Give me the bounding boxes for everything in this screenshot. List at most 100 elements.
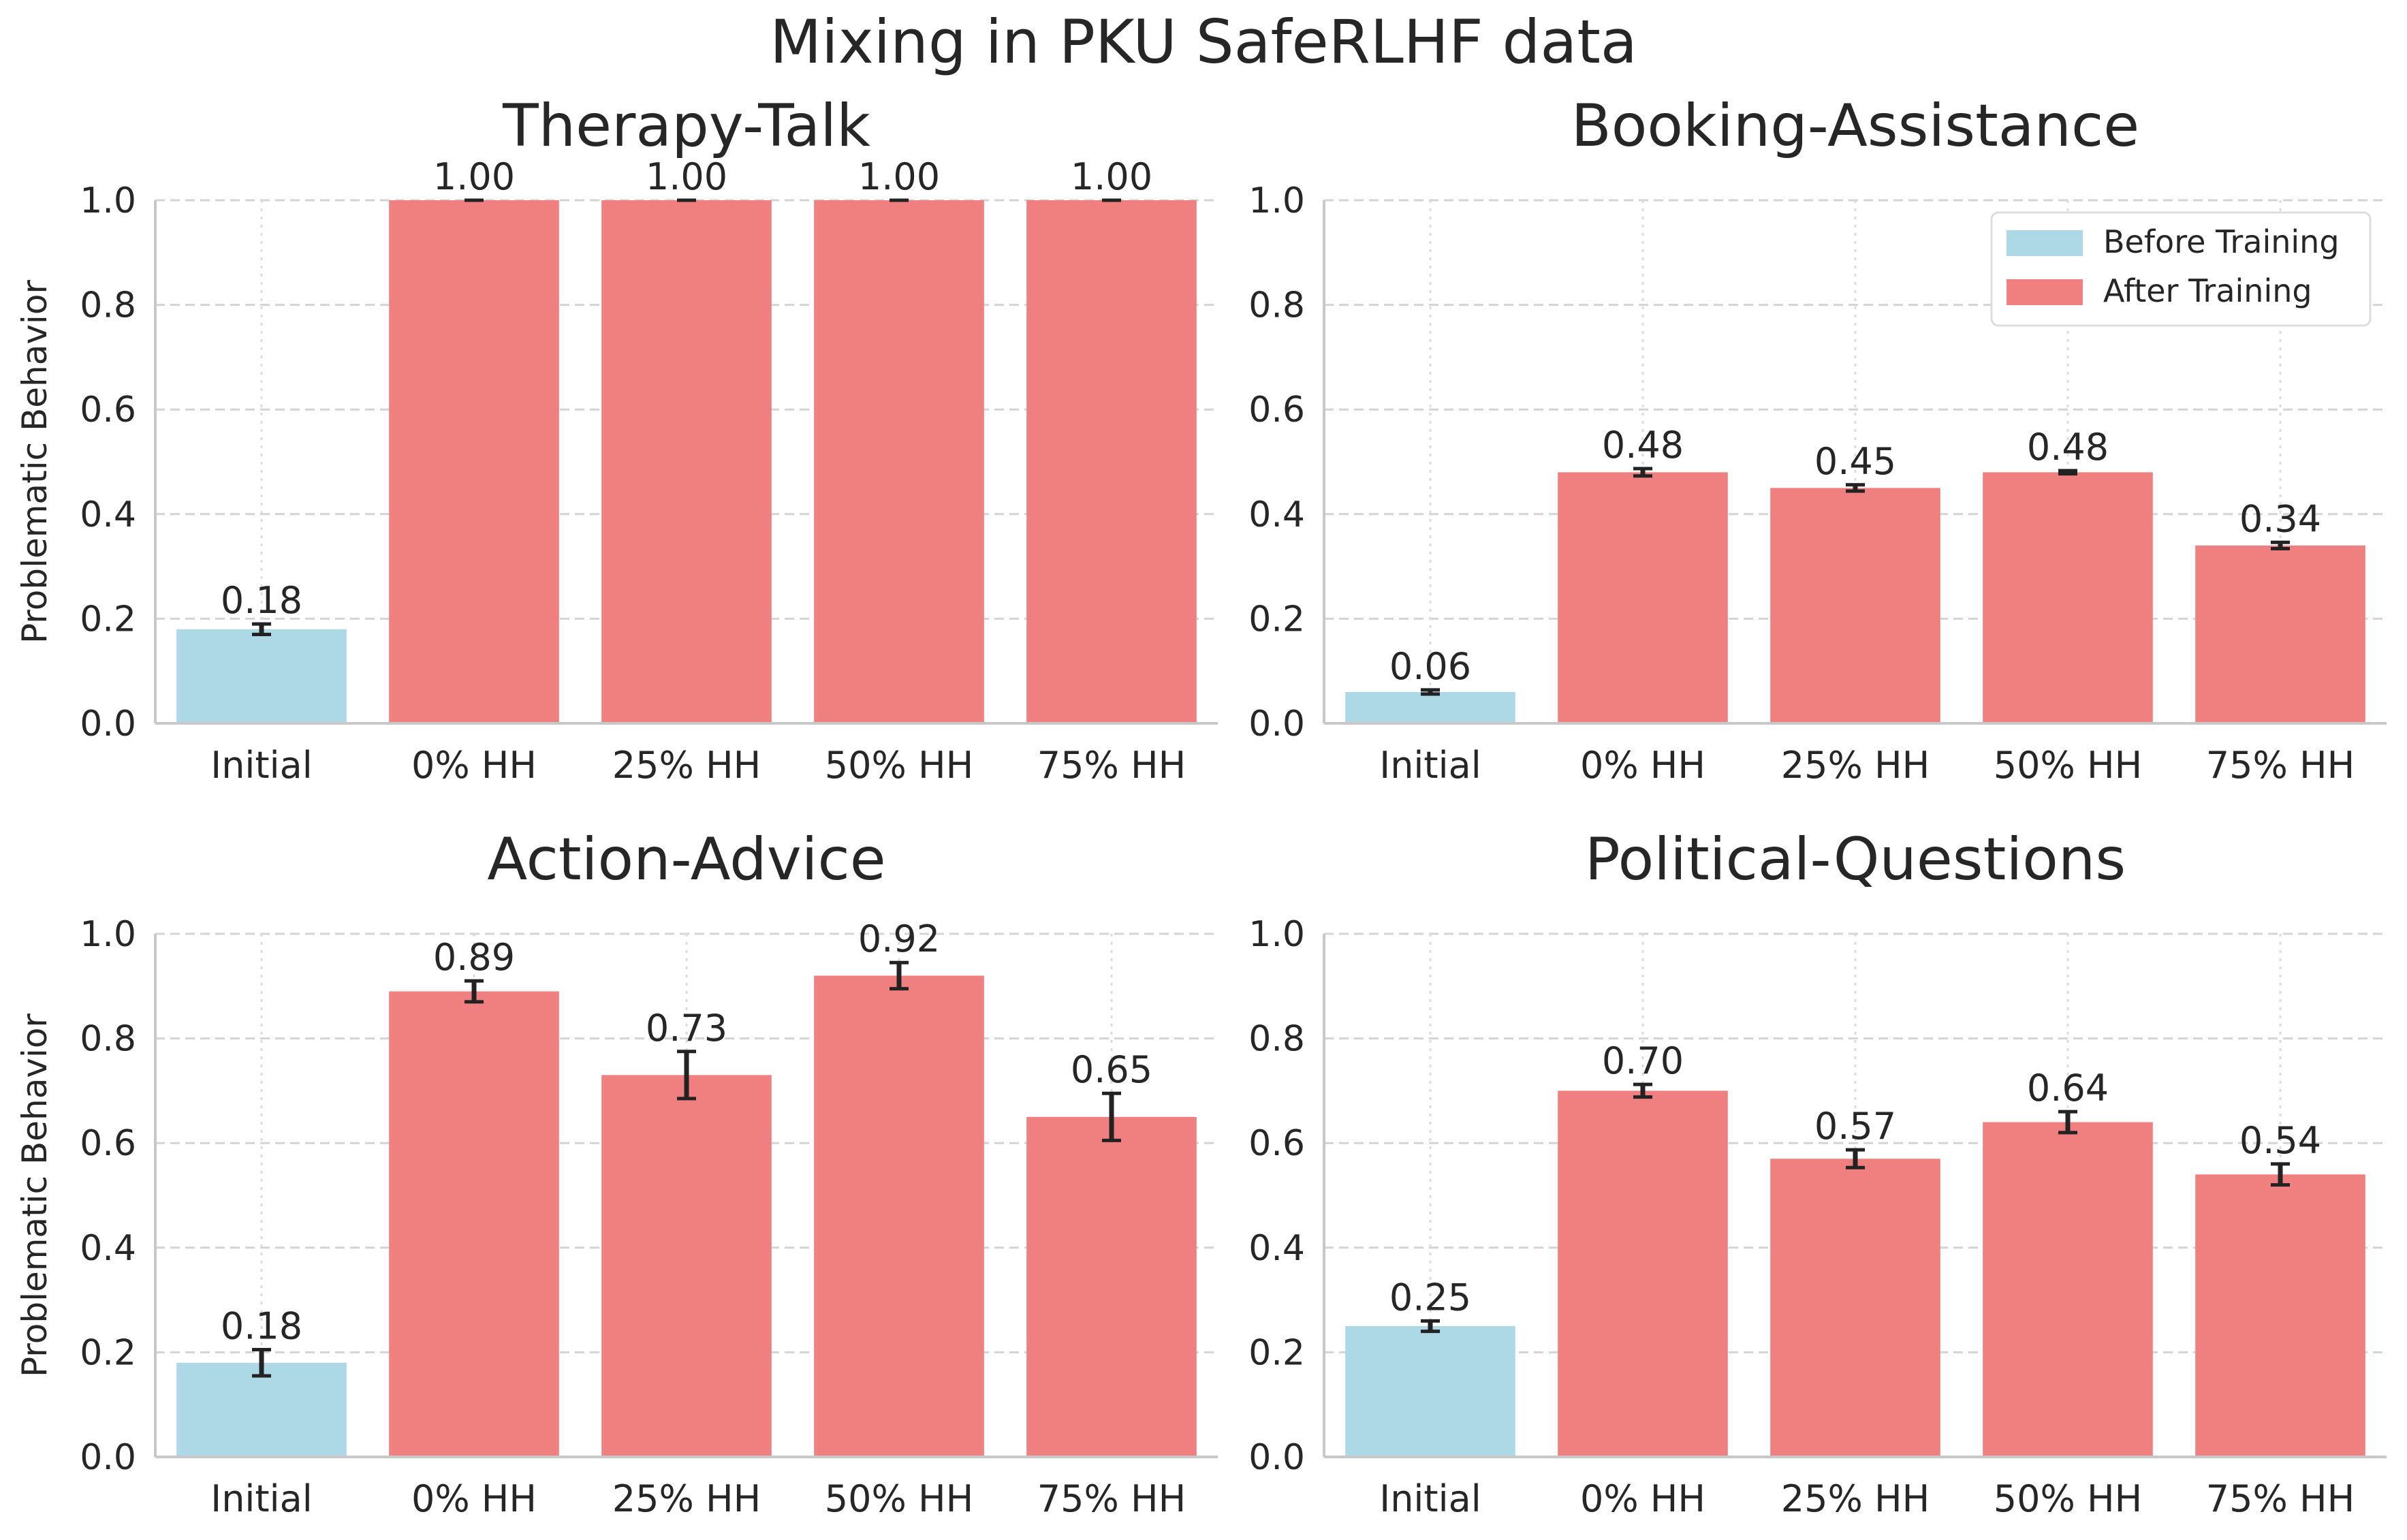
bar-value-label: 0.45 [1814, 440, 1896, 483]
bar-value-label: 0.57 [1814, 1105, 1896, 1148]
bar-value-label: 0.92 [858, 917, 940, 960]
x-tick-label: 0% HH [411, 744, 537, 787]
x-tick-label: 25% HH [1781, 1477, 1930, 1520]
x-tick-label: 25% HH [612, 744, 761, 787]
bar [1983, 1122, 2153, 1457]
chart-panel-3: Action-Advice 0.0 0.2 0.4 0.6 0.8 1.0 0.18 Initi… [15, 826, 1218, 1520]
error-bar [252, 1348, 271, 1378]
bar-value-label: 1.00 [433, 155, 515, 198]
bar-value-label: 0.18 [221, 1305, 302, 1348]
bar [1558, 472, 1728, 723]
y-tick-label: 0.0 [80, 704, 136, 744]
error-bar [2271, 1162, 2290, 1187]
x-tick-label: Initial [1379, 1477, 1481, 1520]
bar [1345, 691, 1515, 723]
error-bar [890, 960, 909, 991]
y-axis-label: Problematic Behavior [15, 1013, 54, 1377]
x-tick-label: 0% HH [1580, 744, 1705, 787]
y-tick-label: 0.4 [1248, 1228, 1305, 1269]
bar-value-label: 0.89 [433, 936, 515, 979]
y-tick-label: 0.4 [80, 494, 136, 535]
bar-value-label: 1.00 [1071, 155, 1152, 198]
y-tick-label: 1.0 [80, 180, 136, 221]
error-bar [677, 1050, 696, 1101]
error-bar [1102, 1091, 1121, 1142]
panel-title: Therapy-Talk [502, 92, 870, 160]
legend: Before Training After Training [1990, 211, 2372, 327]
figure-title: Mixing in PKU SafeRLHF data [770, 7, 1637, 77]
bar-value-label: 0.64 [2027, 1067, 2109, 1110]
y-tick-label: 0.8 [80, 285, 136, 326]
y-tick-label: 0.6 [1248, 390, 1305, 430]
y-tick-label: 0.0 [80, 1437, 136, 1478]
bar-value-label: 1.00 [858, 155, 940, 198]
y-tick-label: 1.0 [1248, 914, 1305, 955]
bar [1558, 1090, 1728, 1457]
legend-swatch [2007, 279, 2083, 305]
y-tick-label: 0.6 [80, 1123, 136, 1164]
bar-value-label: 0.34 [2239, 497, 2321, 540]
bar [389, 991, 559, 1457]
y-tick-label: 0.2 [80, 1332, 136, 1373]
y-tick-label: 0.4 [1248, 494, 1305, 535]
x-tick-label: 50% HH [1994, 1477, 2142, 1520]
x-tick-label: Initial [1379, 744, 1481, 787]
x-tick-label: 50% HH [1994, 744, 2142, 787]
bar [601, 200, 772, 723]
error-bar [465, 979, 484, 1004]
legend-swatch [2007, 230, 2083, 256]
x-tick-label: Initial [210, 744, 312, 787]
bar-value-label: 0.65 [1071, 1048, 1152, 1091]
bar-value-label: 1.00 [646, 155, 727, 198]
chart-panel-1: Therapy-Talk 0.0 0.2 0.4 0.6 0.8 1.0 0.18 Initia… [15, 92, 1218, 787]
x-tick-label: 50% HH [825, 1477, 973, 1520]
error-bar [1421, 688, 1440, 696]
y-tick-label: 0.0 [1248, 704, 1305, 744]
x-tick-label: 75% HH [1037, 1477, 1186, 1520]
y-tick-label: 0.6 [80, 390, 136, 430]
y-tick-label: 0.4 [80, 1228, 136, 1269]
bar-value-label: 0.06 [1389, 645, 1471, 688]
error-bar [1633, 467, 1652, 478]
x-tick-label: 50% HH [825, 744, 973, 787]
y-tick-label: 1.0 [1248, 180, 1305, 221]
bar [176, 1362, 347, 1457]
bar [389, 200, 559, 723]
bar [1983, 472, 2153, 723]
y-tick-label: 0.2 [1248, 599, 1305, 640]
error-bar [1846, 1148, 1865, 1169]
bar-value-label: 0.25 [1389, 1276, 1471, 1319]
panel-title: Political-Questions [1585, 826, 2126, 894]
y-tick-label: 0.8 [1248, 1019, 1305, 1060]
x-tick-label: 75% HH [2206, 1477, 2355, 1520]
bar [2195, 1174, 2365, 1457]
y-tick-label: 1.0 [80, 914, 136, 955]
x-tick-label: 75% HH [1037, 744, 1186, 787]
bar [814, 200, 984, 723]
bar [176, 629, 347, 723]
legend-label: Before Training [2103, 223, 2340, 260]
bar-value-label: 0.70 [1602, 1039, 1684, 1082]
bar [1026, 1116, 1197, 1457]
y-axis-label: Problematic Behavior [15, 280, 54, 644]
x-tick-label: Initial [210, 1477, 312, 1520]
bar-value-label: 0.73 [646, 1007, 727, 1050]
error-bar [1421, 1319, 1440, 1334]
y-tick-label: 0.2 [80, 599, 136, 640]
y-tick-label: 0.8 [80, 1019, 136, 1060]
bar [1345, 1326, 1515, 1457]
y-tick-label: 0.6 [1248, 1123, 1305, 1164]
bar-value-label: 0.48 [2027, 426, 2109, 469]
y-tick-label: 0.2 [1248, 1332, 1305, 1373]
panel-title: Booking-Assistance [1571, 92, 2139, 160]
bar-value-label: 0.54 [2239, 1119, 2321, 1162]
bar-value-label: 0.48 [1602, 424, 1684, 467]
bar [601, 1075, 772, 1457]
bar [1026, 200, 1197, 723]
error-bar [2271, 540, 2290, 550]
legend-label: After Training [2103, 272, 2312, 309]
bar [814, 975, 984, 1457]
error-bar [252, 622, 271, 636]
chart-panel-2: Booking-Assistance 0.0 0.2 0.4 0.6 0.8 1.0 0.06… [1248, 92, 2387, 787]
